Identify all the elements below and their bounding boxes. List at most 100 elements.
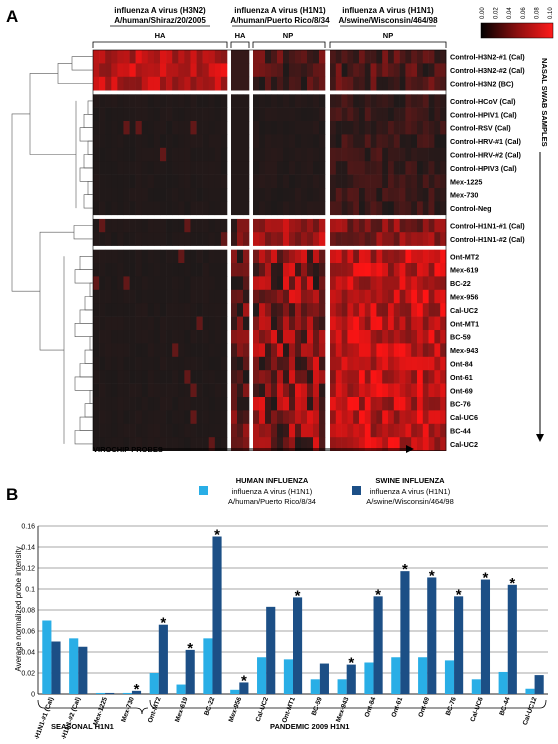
heatmap-cell bbox=[330, 188, 337, 202]
heatmap-cell bbox=[259, 330, 266, 344]
heatmap-cell bbox=[289, 134, 296, 149]
heatmap-cell bbox=[422, 356, 429, 371]
heatmap-cell bbox=[160, 383, 167, 398]
heatmap-cell bbox=[295, 76, 302, 91]
heatmap-cell bbox=[353, 201, 360, 216]
heatmap-cell bbox=[434, 249, 441, 264]
heatmap-cell bbox=[147, 201, 155, 216]
heatmap-cell bbox=[335, 50, 342, 64]
heatmap-cell bbox=[123, 343, 130, 358]
heatmap-cell bbox=[295, 161, 302, 175]
heatmap-cell bbox=[393, 161, 400, 175]
heatmap-cell bbox=[99, 343, 106, 358]
heatmap-cell bbox=[289, 356, 296, 371]
heatmap-cell bbox=[190, 218, 197, 233]
heatmap-cell bbox=[277, 383, 284, 398]
heatmap-cell bbox=[330, 76, 337, 91]
heatmap-cell bbox=[153, 343, 161, 358]
heatmap-cell bbox=[160, 437, 167, 451]
heatmap-cell bbox=[370, 188, 377, 202]
heatmap-cell bbox=[178, 94, 185, 108]
heatmap-cell bbox=[253, 343, 260, 358]
heatmap-cell bbox=[301, 330, 308, 344]
heatmap-cell bbox=[160, 121, 167, 135]
heatmap-cell bbox=[335, 218, 342, 233]
heatmap-cell bbox=[153, 423, 161, 438]
heatmap-cell bbox=[417, 356, 424, 371]
heatmap-cell bbox=[283, 263, 290, 277]
heatmap-cell bbox=[271, 410, 278, 425]
heatmap-cell bbox=[172, 370, 179, 384]
heatmap-cell bbox=[341, 343, 348, 358]
heatmap-row-label: Control-H3N2-#1 (Cal) bbox=[450, 53, 525, 62]
heatmap-cell bbox=[265, 276, 272, 291]
heatmap-cell bbox=[341, 249, 348, 264]
heatmap-cell bbox=[271, 356, 278, 371]
heatmap-cell bbox=[111, 397, 118, 411]
heatmap-cell bbox=[307, 276, 314, 291]
heatmap-cell bbox=[172, 263, 179, 277]
heatmap-cell bbox=[271, 263, 278, 277]
heatmap-cell bbox=[259, 397, 266, 411]
heatmap-cell bbox=[330, 303, 337, 317]
heatmap-cell bbox=[259, 161, 266, 175]
heatmap-cell bbox=[364, 147, 371, 162]
heatmap-cell bbox=[178, 174, 185, 189]
heatmap-cell bbox=[153, 174, 161, 189]
heatmap-cell bbox=[141, 330, 149, 344]
heatmap-cell bbox=[214, 397, 222, 411]
heatmap-cell bbox=[231, 50, 238, 64]
heatmap-cell bbox=[141, 174, 149, 189]
heatmap-cell bbox=[99, 303, 106, 317]
heatmap-cell bbox=[330, 437, 337, 451]
heatmap-cell bbox=[434, 161, 441, 175]
heatmap-cell bbox=[382, 201, 389, 216]
heatmap-cell bbox=[214, 410, 222, 425]
heatmap-cell bbox=[319, 370, 326, 384]
heatmap-cell bbox=[111, 232, 118, 246]
heatmap-cell bbox=[393, 232, 400, 246]
heatmap-cell bbox=[364, 410, 371, 425]
heatmap-cell bbox=[208, 437, 216, 451]
heatmap-cell bbox=[347, 330, 354, 344]
heatmap-cell bbox=[220, 174, 228, 189]
x-tick-label: Ont-MT2 bbox=[147, 696, 163, 724]
heatmap-cell bbox=[422, 249, 429, 264]
heatmap-cell bbox=[172, 94, 179, 108]
heatmap-cell bbox=[208, 289, 216, 304]
heatmap-cell bbox=[359, 370, 366, 384]
heatmap-cell bbox=[301, 276, 308, 291]
heatmap-cell bbox=[190, 76, 197, 91]
heatmap-cell bbox=[231, 437, 238, 451]
heatmap-cell bbox=[307, 161, 314, 175]
heatmap-cell bbox=[166, 289, 173, 304]
heatmap-cell bbox=[265, 232, 272, 246]
colorbar-tick: 0.08 bbox=[534, 7, 540, 19]
heatmap-cell bbox=[190, 397, 197, 411]
heatmap-cell bbox=[99, 63, 106, 78]
heatmap-cell bbox=[141, 107, 149, 122]
heatmap-cell bbox=[265, 343, 272, 358]
heatmap-cell bbox=[370, 94, 377, 108]
heatmap-cell bbox=[166, 356, 173, 371]
heatmap-cell bbox=[178, 201, 185, 216]
heatmap-cell bbox=[202, 383, 210, 398]
heatmap-cell bbox=[172, 330, 179, 344]
heatmap-cell bbox=[295, 423, 302, 438]
heatmap-cell bbox=[214, 343, 222, 358]
heatmap-cell bbox=[153, 289, 161, 304]
colorbar-tick: 0.02 bbox=[494, 7, 500, 19]
heatmap-cell bbox=[417, 263, 424, 277]
heatmap-cell bbox=[166, 147, 173, 162]
heatmap-cell bbox=[184, 397, 191, 411]
heatmap-cell bbox=[399, 107, 406, 122]
heatmap-cell bbox=[147, 94, 155, 108]
heatmap-cell bbox=[382, 397, 389, 411]
heatmap-cell bbox=[376, 356, 383, 371]
heatmap-cell bbox=[166, 276, 173, 291]
heatmap-cell bbox=[208, 423, 216, 438]
heatmap-cell bbox=[399, 76, 406, 91]
heatmap-cell bbox=[283, 50, 290, 64]
region-np-1: NP bbox=[283, 31, 293, 40]
heatmap-cell bbox=[93, 94, 100, 108]
